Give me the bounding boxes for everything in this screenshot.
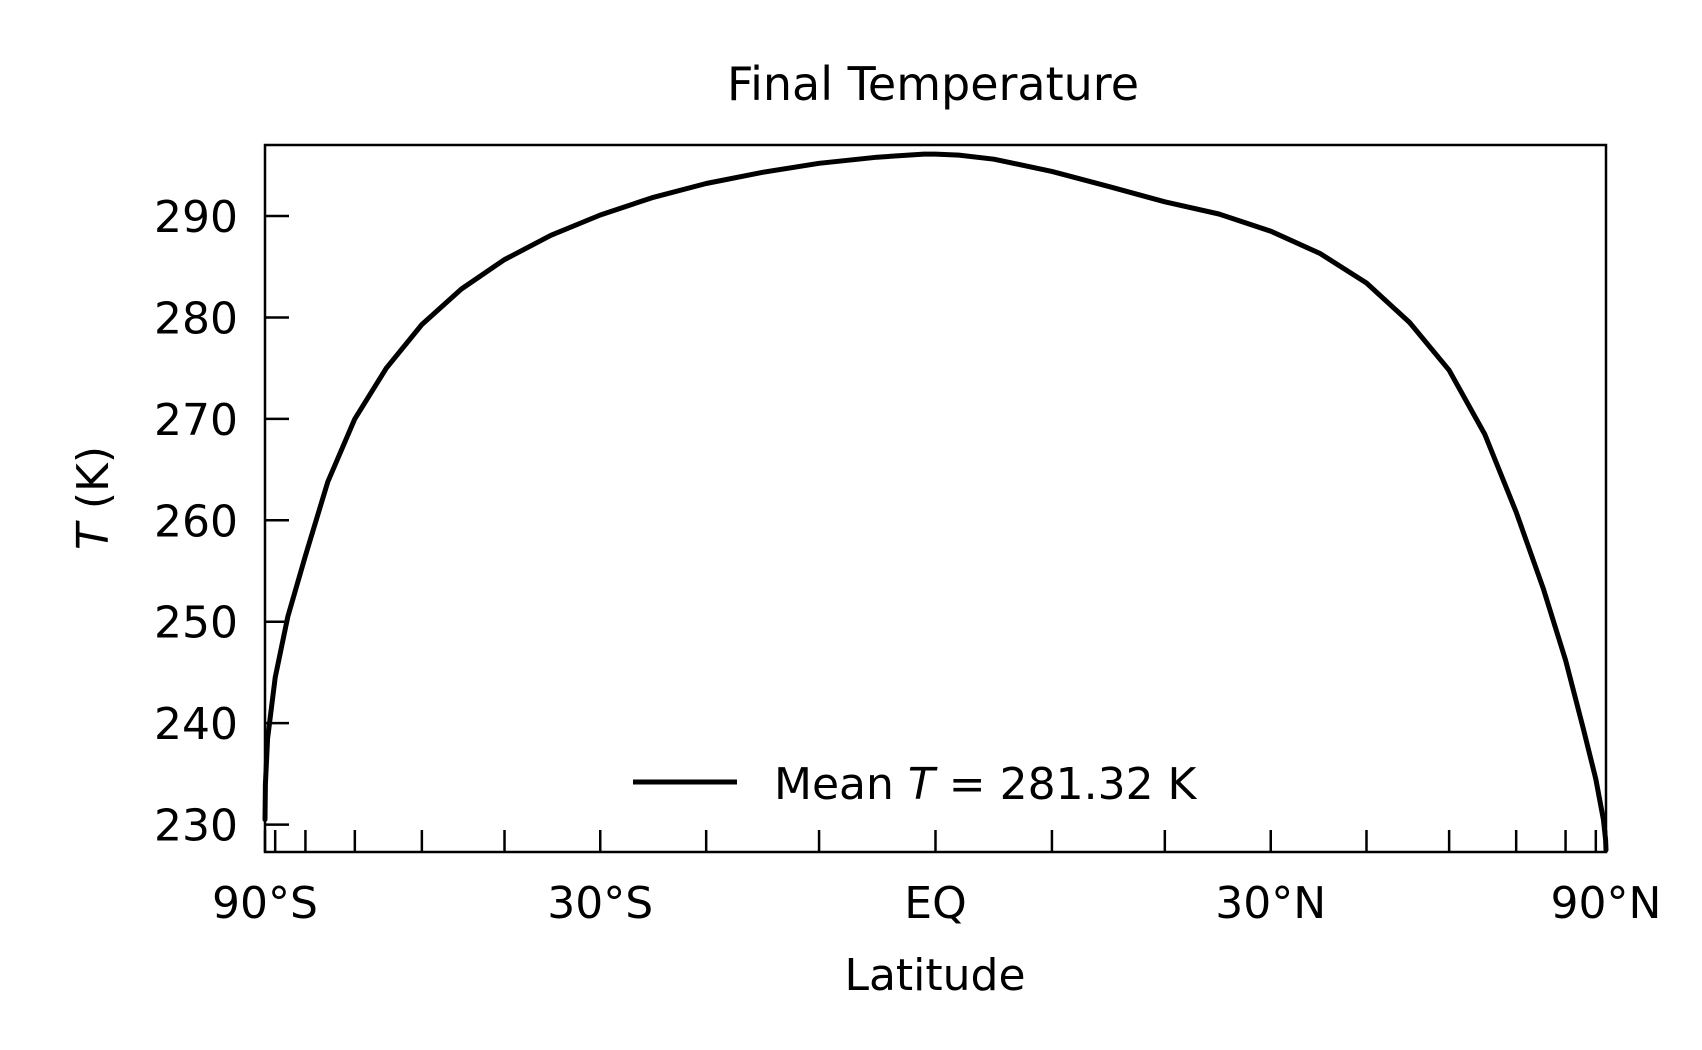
legend-label-prefix: Mean	[774, 759, 908, 810]
x-axis: 90°S 30°S EQ 30°N 90°N	[212, 830, 1661, 929]
x-tick-label: 90°N	[1551, 878, 1662, 929]
y-tick-label: 290	[154, 192, 238, 243]
x-axis-label: Latitude	[844, 950, 1025, 1001]
y-tick-label: 240	[154, 699, 238, 750]
legend-label: Mean T = 281.32 K	[774, 759, 1198, 810]
chart-title: Final Temperature	[727, 57, 1139, 111]
x-tick-label: EQ	[904, 878, 966, 929]
legend-label-value: = 281.32 K	[935, 759, 1198, 810]
y-axis: 230 240 250 260 270 280 290	[154, 192, 289, 852]
temperature-line	[262, 151, 1609, 853]
legend-label-symbol: T	[908, 759, 938, 810]
x-tick-label: 30°N	[1215, 878, 1326, 929]
y-axis-label-symbol: T	[68, 520, 119, 550]
plot-area	[262, 143, 1609, 854]
y-tick-label: 270	[154, 395, 238, 446]
y-axis-label: T (K)	[68, 446, 119, 550]
y-tick-label: 280	[154, 293, 238, 344]
y-tick-label: 250	[154, 598, 238, 649]
y-tick-label: 260	[154, 496, 238, 547]
x-tick-label: 30°S	[547, 878, 653, 929]
legend: Mean T = 281.32 K	[633, 759, 1198, 810]
y-tick-label: 230	[154, 801, 238, 852]
x-tick-label: 90°S	[212, 878, 318, 929]
y-axis-label-unit: (K)	[68, 446, 119, 523]
plot-frame	[263, 143, 1608, 854]
